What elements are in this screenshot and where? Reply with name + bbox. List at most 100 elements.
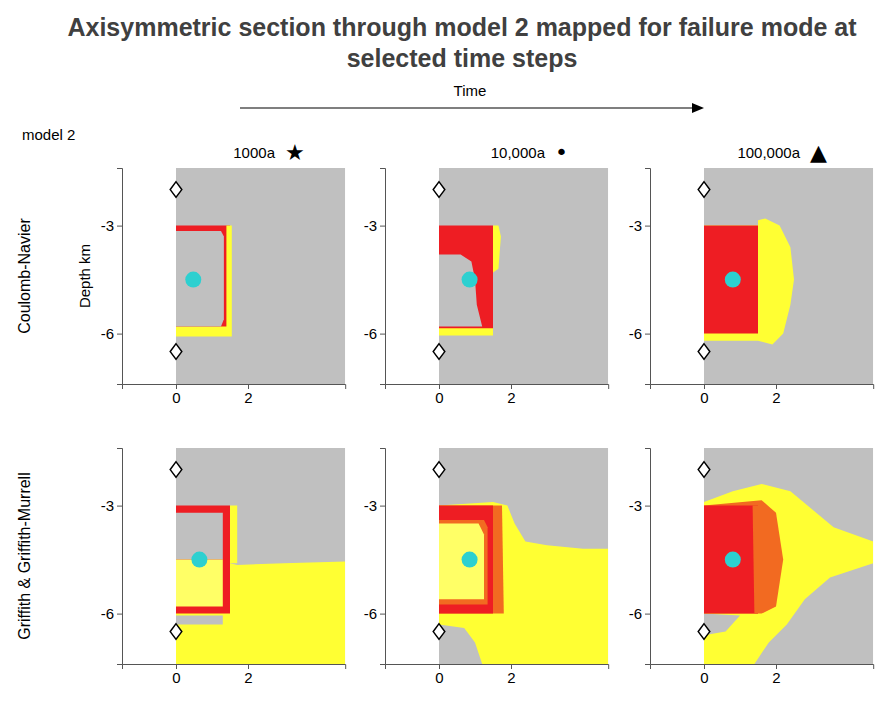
y-tick-label: -6 — [364, 325, 377, 342]
x-axis-line — [651, 385, 874, 390]
source-dot — [725, 552, 741, 568]
plot-area — [698, 168, 873, 384]
x-tick-label: 0 — [435, 669, 443, 686]
x-tick: 0 — [700, 384, 708, 406]
x-tick-label: 0 — [700, 389, 708, 406]
y-tick-mark — [645, 614, 650, 615]
y-tick: -6 — [101, 605, 122, 622]
x-axis: 02 — [651, 384, 874, 406]
plot-area — [433, 448, 608, 664]
panel-background — [650, 448, 873, 664]
row-label-line: Griffith & Griffith-Murrell — [16, 472, 33, 639]
panel-background — [385, 448, 608, 664]
marker-diamond — [170, 344, 182, 360]
x-tick-label: 0 — [172, 389, 180, 406]
failure-region — [704, 218, 794, 344]
y-tick-label: -6 — [629, 605, 642, 622]
failure-region — [439, 254, 482, 326]
panel-background — [122, 448, 345, 664]
x-axis-line — [386, 665, 609, 670]
y-axis-title: Depth km — [76, 244, 93, 308]
failure-region — [439, 506, 504, 614]
y-tick: -6 — [629, 325, 650, 342]
y-tick: -3 — [101, 217, 122, 234]
y-tick-label: -6 — [629, 325, 642, 342]
x-tick: 2 — [244, 384, 252, 406]
y-tick-label: -6 — [101, 325, 114, 342]
failure-region — [493, 226, 501, 273]
y-axis: -3 -6 — [101, 169, 123, 385]
y-tick: -6 — [364, 605, 385, 622]
x-axis: 02 — [386, 664, 609, 686]
x-tick: 2 — [507, 664, 515, 686]
failure-region — [176, 506, 230, 614]
y-tick: -3 — [364, 217, 385, 234]
failure-region — [176, 448, 345, 664]
failure-region — [176, 615, 223, 624]
panel-background — [385, 168, 608, 384]
x-axis: 02 — [123, 664, 346, 686]
x-tick-label: 2 — [507, 389, 515, 406]
x-tick: 0 — [435, 664, 443, 686]
column-symbol: • — [555, 140, 568, 165]
y-tick: -3 — [101, 497, 122, 514]
y-tick-label: -3 — [364, 217, 377, 234]
marker-diamond — [698, 182, 710, 198]
y-tick-mark — [117, 334, 122, 335]
x-axis: 02 — [123, 384, 346, 406]
marker-diamond — [698, 462, 710, 478]
failure-region — [753, 506, 758, 614]
failure-region — [704, 500, 783, 613]
y-axis-line — [645, 449, 651, 665]
failure-region — [704, 226, 758, 334]
failure-region — [176, 231, 224, 326]
marker-diamond — [170, 624, 182, 640]
x-axis-line — [123, 665, 346, 670]
figure: Axisymmetric section through model 2 map… — [0, 0, 889, 706]
time-arrowhead — [692, 103, 704, 113]
y-tick-label: -3 — [101, 497, 114, 514]
row-label-line: Coulomb-Navier — [16, 218, 33, 334]
failure-region — [704, 484, 873, 664]
marker-diamond — [433, 344, 445, 360]
panel: -3-602 — [629, 448, 874, 686]
source-dot — [725, 272, 741, 288]
marker-diamond — [170, 462, 182, 478]
y-tick: -3 — [364, 497, 385, 514]
x-tick: 2 — [507, 384, 515, 406]
x-tick-label: 2 — [507, 669, 515, 686]
y-tick-label: -3 — [101, 217, 114, 234]
model-label: model 2 — [22, 126, 75, 143]
y-tick-mark — [117, 614, 122, 615]
x-tick-label: 2 — [244, 669, 252, 686]
panel: -3 -6 0 2 — [364, 168, 609, 406]
y-axis-line — [117, 169, 123, 385]
panel: -3-602Depth km — [76, 168, 346, 406]
failure-region — [704, 448, 873, 664]
y-tick: -3 — [629, 497, 650, 514]
column-label: 100,000a — [737, 144, 800, 161]
source-dot — [185, 272, 201, 288]
x-tick-label: 2 — [244, 389, 252, 406]
plot-area — [170, 168, 345, 384]
failure-region — [439, 448, 608, 664]
panel: -3-602 — [101, 448, 346, 686]
panel: -3-602 — [629, 168, 874, 406]
marker-diamond — [433, 624, 445, 640]
marker-diamond — [698, 624, 710, 640]
x-axis-line — [651, 665, 874, 670]
marker-diamond — [698, 344, 710, 360]
plot-area — [433, 168, 608, 384]
time-label: Time — [454, 82, 487, 99]
failure-region — [439, 168, 608, 384]
column-symbol: ▲ — [810, 140, 827, 165]
column-label: 10,000a — [491, 144, 546, 161]
y-axis-line — [117, 449, 123, 665]
panel: -3-602 — [364, 448, 609, 686]
y-tick-mark — [117, 506, 122, 507]
title-line: Axisymmetric section through model 2 map… — [67, 13, 857, 41]
failure-region — [439, 502, 608, 664]
x-tick-label: 0 — [172, 669, 180, 686]
failure-region — [439, 524, 484, 600]
x-tick-label: 0 — [435, 389, 443, 406]
